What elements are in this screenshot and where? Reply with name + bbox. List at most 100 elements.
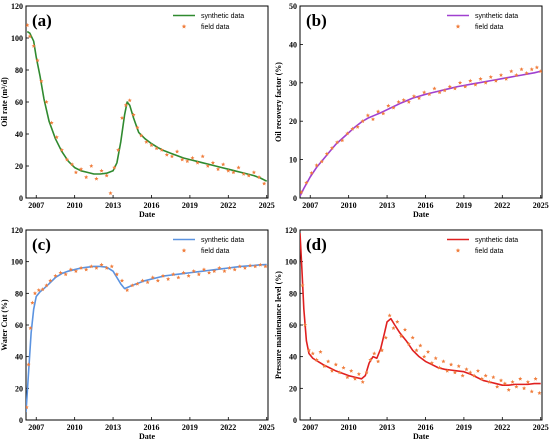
x-tick-label: 2022: [220, 423, 236, 432]
y-tick-label: 100: [11, 34, 23, 43]
field-data-point: [181, 270, 186, 275]
field-data-point: [59, 147, 64, 152]
field-data-point: [185, 159, 190, 163]
plot-frame: [25, 5, 269, 199]
x-axis-title: Date: [413, 210, 429, 219]
legend-star-swatch: [181, 24, 187, 29]
y-axis-title: Water Cut (%): [0, 299, 9, 351]
x-tick-label: 2013: [379, 423, 395, 432]
field-data-point: [487, 379, 492, 384]
field-data-point: [154, 146, 159, 151]
y-tick-label: 80: [15, 289, 23, 298]
x-tick-label: 2022: [220, 201, 236, 210]
field-data-point: [26, 405, 29, 410]
chart-panel-c: 2007 2010 2013 2016 2019 2022 2025 0 20 40 60 80 100…: [0, 226, 275, 441]
x-tick-label: 2013: [105, 423, 121, 432]
field-data-point: [54, 135, 59, 139]
field-data-point: [395, 319, 400, 324]
field-data-point: [149, 143, 154, 147]
x-tick-label: 2025: [259, 201, 275, 210]
field-data-point: [340, 138, 345, 143]
x-tick-label: 2013: [105, 201, 121, 210]
y-tick-label: 10: [289, 156, 297, 165]
y-tick-label: 0: [19, 194, 23, 203]
field-data-point: [506, 387, 511, 392]
field-data-point: [226, 168, 231, 173]
field-data-point: [227, 265, 232, 270]
field-data-point: [84, 175, 89, 179]
field-data-point: [326, 359, 331, 364]
field-data-point: [322, 363, 327, 368]
field-data-point: [447, 84, 452, 89]
y-tick-label: 40: [289, 353, 297, 362]
field-data-point: [406, 99, 411, 104]
field-data-point: [379, 348, 385, 353]
x-tick-label: 2016: [143, 423, 159, 432]
field-data-point: [498, 378, 504, 383]
field-data-point: [310, 351, 315, 356]
field-data-point: [493, 78, 498, 83]
field-data-point: [84, 267, 89, 272]
field-data-point: [300, 283, 305, 288]
field-data-point: [73, 170, 79, 175]
x-tick-label: 2025: [259, 423, 275, 432]
legend-star-swatch: [181, 248, 187, 253]
legend: synthetic data field data: [173, 13, 244, 31]
legend-label-synthetic: synthetic data: [475, 237, 518, 244]
field-data-point: [78, 265, 84, 270]
y-axis-title: Pressure maintenance level (%): [274, 271, 283, 379]
field-data-point: [253, 264, 258, 269]
x-tick-label: 2007: [28, 201, 44, 210]
field-data-point: [175, 149, 180, 154]
field-data-point: [232, 267, 237, 272]
field-data-point: [376, 109, 381, 114]
field-data-point: [383, 335, 388, 340]
x-tick-label: 2007: [28, 423, 44, 432]
field-data-point: [35, 58, 40, 63]
y-tick-label: 120: [11, 226, 23, 235]
field-data-point: [44, 283, 49, 288]
field-data-point: [445, 368, 450, 373]
field-data-point: [386, 103, 391, 108]
field-data-point: [39, 79, 44, 83]
field-data-point: [135, 125, 140, 130]
y-tick-label: 120: [285, 226, 297, 235]
field-data-point: [475, 368, 481, 373]
field-data-point: [376, 359, 381, 364]
field-data-point: [131, 112, 136, 117]
field-data-point: [246, 173, 251, 178]
field-data-point: [442, 88, 447, 93]
y-tick-label: 40: [289, 40, 297, 49]
field-data-point: [40, 287, 45, 292]
field-data-point: [329, 368, 335, 373]
y-tick-label: 20: [15, 162, 23, 171]
y-tick-label: 100: [11, 258, 23, 267]
y-tick-label: 80: [15, 66, 23, 75]
field-data-point: [166, 276, 171, 281]
field-data-point: [345, 375, 350, 380]
field-data-point: [456, 363, 461, 368]
field-data-point: [49, 120, 54, 125]
x-tick-label: 2010: [341, 423, 357, 432]
field-data-point: [514, 72, 519, 77]
field-data-point: [498, 72, 504, 77]
field-data-point: [135, 281, 140, 286]
field-data-point: [533, 376, 538, 381]
field-data-point: [63, 272, 68, 277]
field-data-point: [449, 362, 454, 367]
field-data-point: [64, 157, 70, 162]
legend: synthetic data field data: [447, 13, 518, 31]
field-data-point: [525, 379, 531, 384]
field-data-point: [441, 359, 446, 364]
x-tick-label: 2016: [417, 423, 433, 432]
field-data-point: [437, 90, 442, 95]
field-data-point: [457, 80, 463, 85]
field-data-point: [200, 154, 205, 159]
field-data-point: [510, 379, 515, 384]
x-axis-title: Date: [413, 432, 429, 441]
field-data-point: [70, 162, 75, 167]
legend: synthetic data field data: [447, 237, 518, 255]
field-data-point: [32, 291, 38, 296]
field-data-point: [31, 43, 36, 48]
legend-label-synthetic: synthetic data: [201, 237, 244, 244]
